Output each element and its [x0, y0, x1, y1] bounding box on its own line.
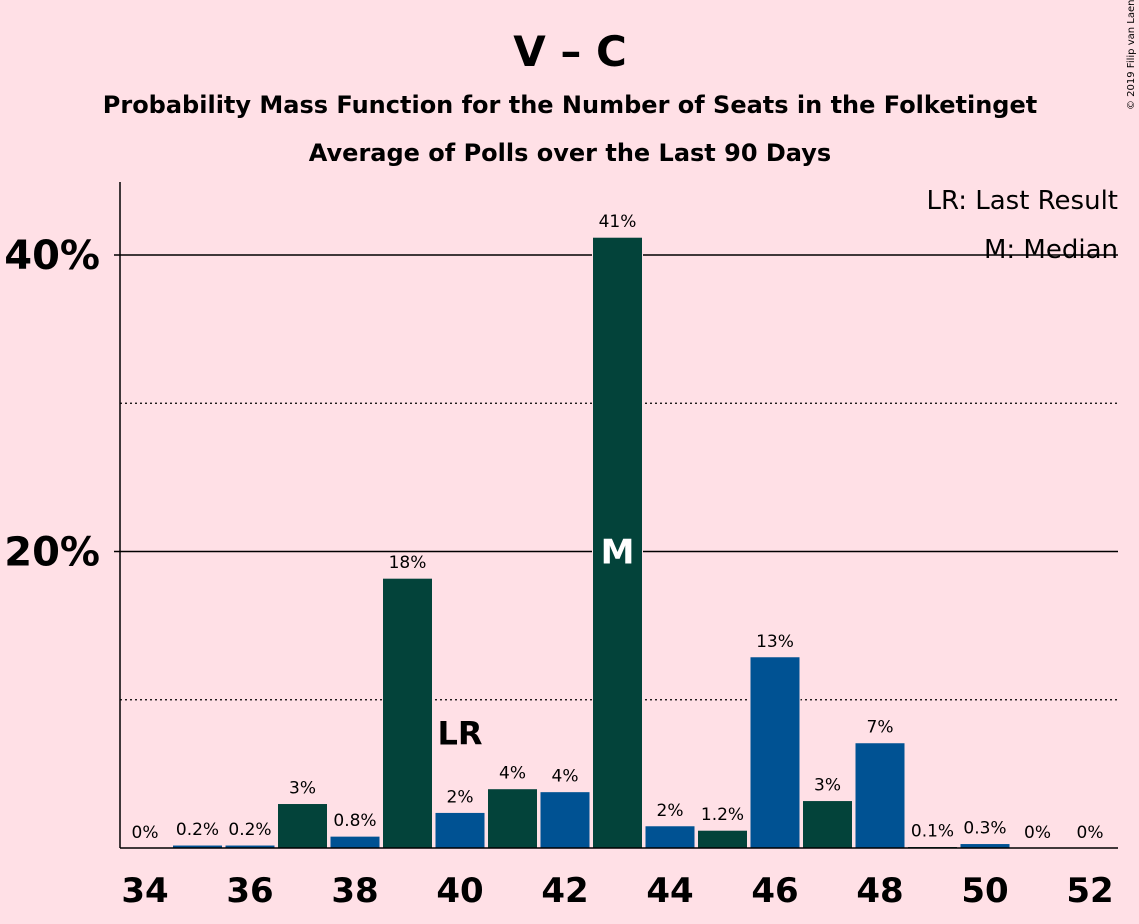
last-result-marker: LR	[437, 714, 482, 752]
chart-subtitle-2: Average of Polls over the Last 90 Days	[309, 139, 831, 167]
legend-last-result: LR: Last Result	[926, 186, 1118, 216]
bar	[382, 577, 433, 849]
x-tick-label: 38	[331, 871, 378, 911]
x-tick-label: 52	[1066, 871, 1113, 911]
bar-value-label: 4%	[499, 764, 526, 784]
bar-value-label: 0.8%	[333, 811, 376, 831]
bar-value-label: 0%	[1024, 823, 1051, 843]
x-tick-label: 50	[961, 871, 1008, 911]
bar-value-label: 0.1%	[911, 822, 954, 842]
bar-value-label: 1.2%	[701, 805, 744, 825]
median-marker: M	[601, 533, 635, 573]
bar	[487, 788, 538, 849]
bar	[697, 829, 748, 849]
bar-value-label: 4%	[552, 767, 579, 787]
bar	[434, 811, 486, 849]
x-tick-label: 40	[436, 871, 483, 911]
bar	[539, 791, 591, 849]
x-tick-label: 36	[226, 871, 273, 911]
chart-title: V – C	[513, 27, 627, 76]
bar	[802, 800, 853, 849]
bar-value-label: 41%	[599, 212, 637, 232]
bar-value-label: 0%	[132, 823, 159, 843]
y-tick-label: 40%	[4, 233, 100, 279]
copyright-text: © 2019 Filip van Laenen	[1126, 0, 1137, 110]
bar-value-label: 3%	[289, 779, 316, 799]
bar-value-label: 13%	[756, 632, 794, 652]
bar-value-label: 3%	[814, 776, 841, 796]
x-tick-label: 42	[541, 871, 588, 911]
bar	[592, 236, 643, 849]
value-labels: 0% 0.2% 0.2% 3% 0.8% 18% 2% 4% 4% 41% 2% 1.2% 13% 3% 7…	[132, 212, 1104, 843]
bar-value-label: 18%	[389, 553, 427, 573]
bar-value-label: 0.2%	[228, 820, 271, 840]
bar-value-label: 0.2%	[176, 820, 219, 840]
bar-value-label: 2%	[447, 787, 474, 807]
bar	[854, 742, 906, 849]
bar-value-label: 2%	[657, 801, 684, 821]
chart-subtitle: Probability Mass Function for the Number…	[103, 91, 1037, 119]
x-tick-label: 46	[751, 871, 798, 911]
bar	[749, 656, 801, 849]
bar-value-label: 0%	[1077, 823, 1104, 843]
x-tick-label: 44	[646, 871, 693, 911]
bar-value-label: 7%	[867, 718, 894, 738]
bar-value-label: 0.3%	[963, 819, 1006, 839]
bar	[329, 835, 381, 849]
y-tick-label: 20%	[4, 530, 100, 576]
axes: 20% 40% 34 36 38 40 42 44 46 48 50 52	[4, 182, 1118, 911]
bars	[172, 236, 1011, 849]
x-tick-label: 34	[121, 871, 168, 911]
x-tick-label: 48	[856, 871, 903, 911]
bar	[644, 825, 696, 849]
bar	[277, 803, 328, 849]
legend-median: M: Median	[984, 235, 1118, 265]
